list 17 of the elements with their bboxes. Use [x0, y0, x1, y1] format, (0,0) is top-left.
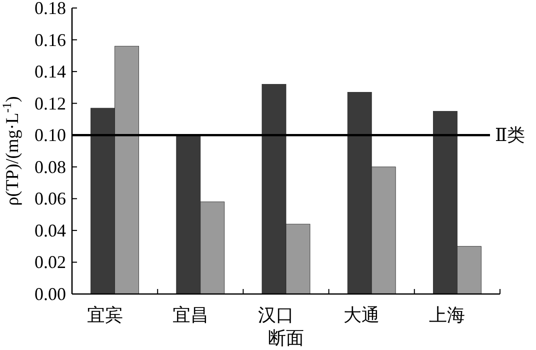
x-tick-label: 上海: [429, 305, 466, 325]
y-tick-label: 0.18: [34, 0, 66, 18]
y-tick-label: 0.14: [34, 62, 66, 82]
x-tick-label: 宜宾: [86, 305, 123, 325]
y-tick-label: 0.12: [34, 93, 66, 114]
y-tick-label: 0.06: [34, 188, 66, 209]
x-tick-label: 大通: [344, 305, 380, 325]
y-tick-label: 0.10: [34, 125, 66, 146]
x-tick-label: 宜昌: [172, 305, 208, 325]
y-tick-label: 0.04: [34, 220, 66, 240]
y-tick-label: 0.00: [34, 284, 66, 304]
y-tick-label: 0.16: [34, 30, 66, 50]
y-tick-label: 0.08: [34, 156, 66, 177]
x-axis-title: 断面: [268, 328, 304, 348]
y-tick-label: 0.02: [34, 252, 66, 272]
x-tick-label: 汉口: [258, 305, 294, 325]
ref-line-label: Ⅱ类: [495, 125, 526, 146]
